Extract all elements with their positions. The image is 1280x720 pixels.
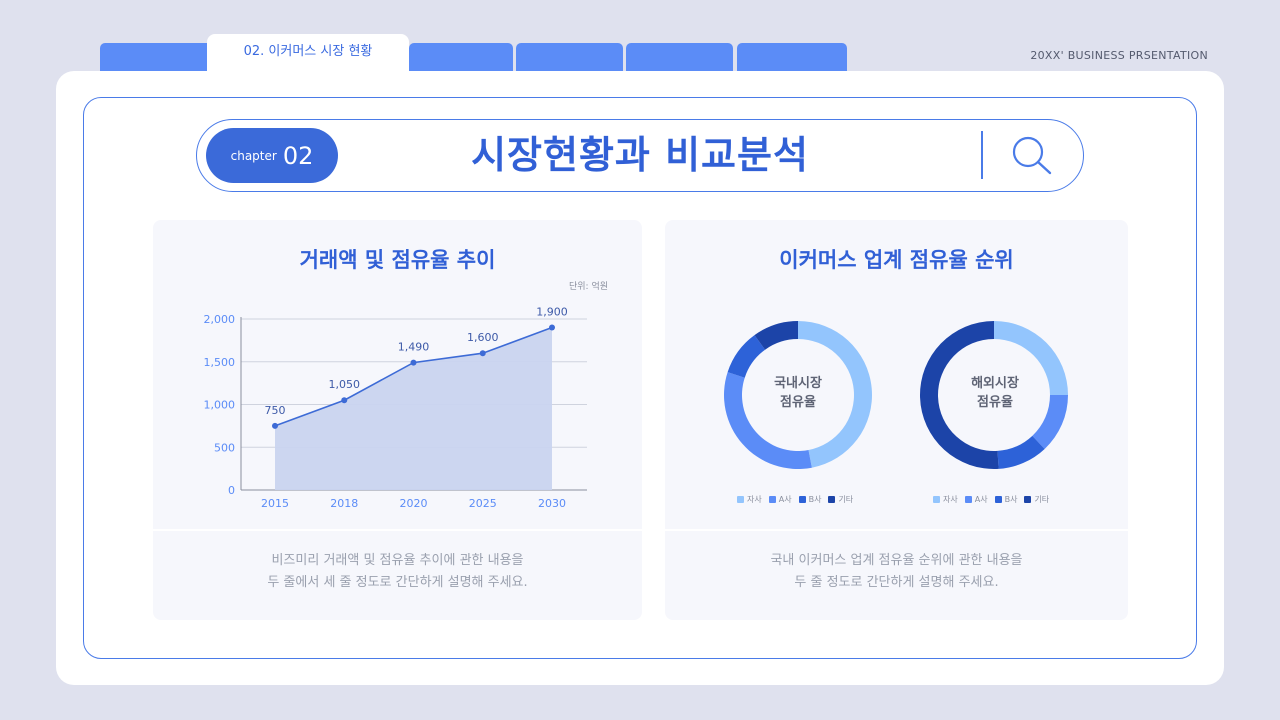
share-caption: 국내 이커머스 업계 점유율 순위에 관한 내용을 두 줄 정도로 간단하게 설… (665, 550, 1128, 594)
content-frame (83, 97, 1197, 659)
legend-swatch (994, 496, 1002, 503)
legend-label: 기타 (838, 495, 854, 504)
legend-swatch (933, 496, 940, 503)
legend-swatch (768, 496, 776, 503)
donut-slice (920, 321, 999, 469)
data-point (479, 350, 486, 357)
trend-chart: 0 500 1,000 1,500 2,000 750 2015 1,050 2018 1,490… (204, 306, 587, 510)
title-bar (196, 119, 1084, 192)
data-label: 1,900 (536, 306, 568, 319)
legend-swatch (798, 496, 806, 503)
share-caption-line2: 두 줄 정도로 간단하게 설명해 주세요. (794, 575, 999, 590)
legend-label: B사 (808, 495, 822, 504)
divider (981, 131, 983, 179)
donut-slice (727, 335, 766, 378)
unit-label: 단위: 억원 (568, 282, 608, 292)
donut-slice (798, 321, 872, 468)
trend-caption-line1: 비즈미리 거래액 및 점유율 추이에 관한 내용을 (271, 553, 524, 568)
data-point (341, 397, 348, 404)
legend-label: A사 (974, 495, 988, 504)
data-label: 1,490 (398, 341, 430, 354)
share-panel-title: 이커머스 업계 점유율 순위 (779, 248, 1014, 272)
legend-swatch (1024, 496, 1032, 503)
donut-slice (994, 321, 1068, 395)
domestic-legend: 자사 A사 B사 기타 (737, 494, 853, 505)
trend-panel-title: 거래액 및 점유율 추이 (299, 248, 496, 272)
legend-item: 자사 (933, 494, 958, 505)
domestic-label-line1: 국내시장 (774, 376, 822, 391)
area-fill (275, 327, 552, 490)
legend-item: A사 (768, 494, 792, 505)
legend-label: 기타 (1034, 495, 1050, 504)
legend-label: A사 (778, 495, 792, 504)
page-title: 시장현황과 비교분석 (471, 133, 809, 177)
legend-item: A사 (964, 494, 988, 505)
trend-caption-line2: 두 줄에서 세 줄 정도로 간단하게 설명해 주세요. (267, 575, 528, 590)
domestic-label-line2: 점유율 (780, 395, 816, 410)
y-tick-label: 0 (228, 484, 235, 497)
overseas-label-line1: 해외시장 (971, 376, 1019, 391)
y-tick-label: 1,500 (204, 356, 236, 369)
donut-slice (724, 372, 812, 469)
legend-swatch (737, 496, 744, 503)
overseas-donut-label: 해외시장 점유율 (945, 374, 1045, 412)
overseas-legend: 자사 A사 B사 기타 (933, 494, 1049, 505)
share-panel: 이커머스 업계 점유율 순위 국내시장 점유율 해외시장 점유율 자사 A사 B사 기… (665, 220, 1128, 620)
presentation-label: 20XX' BUSINESS PRSENTATION (1030, 49, 1208, 62)
data-point (272, 422, 278, 429)
chapter-badge: chapter 02 (206, 128, 338, 183)
x-tick-label: 2018 (330, 497, 358, 510)
trend-panel: 거래액 및 점유율 추이 단위: 억원 0 500 1,000 1,500 2,000 7… (153, 220, 642, 620)
data-label: 1,050 (329, 378, 361, 391)
panel-separator (665, 529, 1128, 531)
panel-separator (153, 529, 642, 531)
x-tick-label: 2025 (469, 497, 497, 510)
legend-swatch (828, 496, 836, 503)
data-point (549, 324, 555, 331)
x-tick-label: 2020 (400, 497, 428, 510)
y-tick-label: 2,000 (204, 313, 236, 326)
y-tick-label: 1,000 (204, 399, 236, 412)
legend-item: B사 (798, 494, 822, 505)
x-tick-label: 2015 (261, 497, 289, 510)
donut-slice (754, 321, 798, 350)
donut-slice (1032, 395, 1068, 449)
share-caption-line1: 국내 이커머스 업계 점유율 순위에 관한 내용을 (770, 553, 1023, 568)
data-point (410, 359, 417, 366)
donut-slice (997, 435, 1045, 469)
data-label: 1,600 (467, 331, 499, 344)
legend-item: 기타 (1024, 494, 1049, 505)
y-tick-label: 500 (214, 441, 235, 454)
legend-label: 자사 (747, 495, 762, 504)
legend-swatch (964, 496, 972, 503)
legend-label: B사 (1004, 495, 1018, 504)
legend-item: 자사 (737, 494, 762, 505)
legend-item: B사 (994, 494, 1018, 505)
tab-active[interactable]: 02. 이커머스 시장 현황 (207, 34, 409, 78)
search-icon[interactable] (1008, 133, 1056, 177)
chapter-label: chapter (230, 148, 277, 163)
domestic-donut-label: 국내시장 점유율 (748, 374, 848, 412)
chapter-number: 02 (282, 141, 314, 170)
data-label: 750 (265, 404, 286, 417)
overseas-label-line2: 점유율 (977, 395, 1013, 410)
legend-item: 기타 (828, 494, 853, 505)
legend-label: 자사 (943, 495, 958, 504)
x-tick-label: 2030 (538, 497, 566, 510)
trend-caption: 비즈미리 거래액 및 점유율 추이에 관한 내용을 두 줄에서 세 줄 정도로 … (153, 550, 642, 594)
share-donuts (724, 321, 1068, 469)
